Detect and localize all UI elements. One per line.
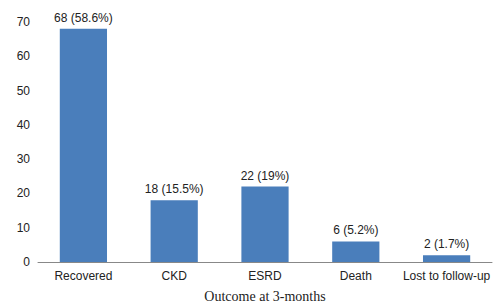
svg-text:Lost to follow-up: Lost to follow-up <box>403 269 491 283</box>
svg-text:CKD: CKD <box>162 269 188 283</box>
svg-text:30: 30 <box>17 152 31 166</box>
svg-text:6 (5.2%): 6 (5.2%) <box>333 223 378 237</box>
svg-text:18 (15.5%): 18 (15.5%) <box>145 182 204 196</box>
svg-text:Outcome at 3-months: Outcome at 3-months <box>204 289 325 304</box>
svg-text:Death: Death <box>340 269 372 283</box>
svg-text:40: 40 <box>17 118 31 132</box>
svg-text:ESRD: ESRD <box>248 269 282 283</box>
svg-text:22 (19%): 22 (19%) <box>241 169 290 183</box>
svg-text:70: 70 <box>17 15 31 29</box>
svg-text:0: 0 <box>23 255 30 269</box>
svg-text:68 (58.6%): 68 (58.6%) <box>54 11 113 25</box>
svg-text:2 (1.7%): 2 (1.7%) <box>424 237 469 251</box>
svg-text:20: 20 <box>17 186 31 200</box>
svg-text:50: 50 <box>17 84 31 98</box>
svg-text:60: 60 <box>17 49 31 63</box>
svg-text:Recovered: Recovered <box>54 269 112 283</box>
svg-text:10: 10 <box>17 221 31 235</box>
